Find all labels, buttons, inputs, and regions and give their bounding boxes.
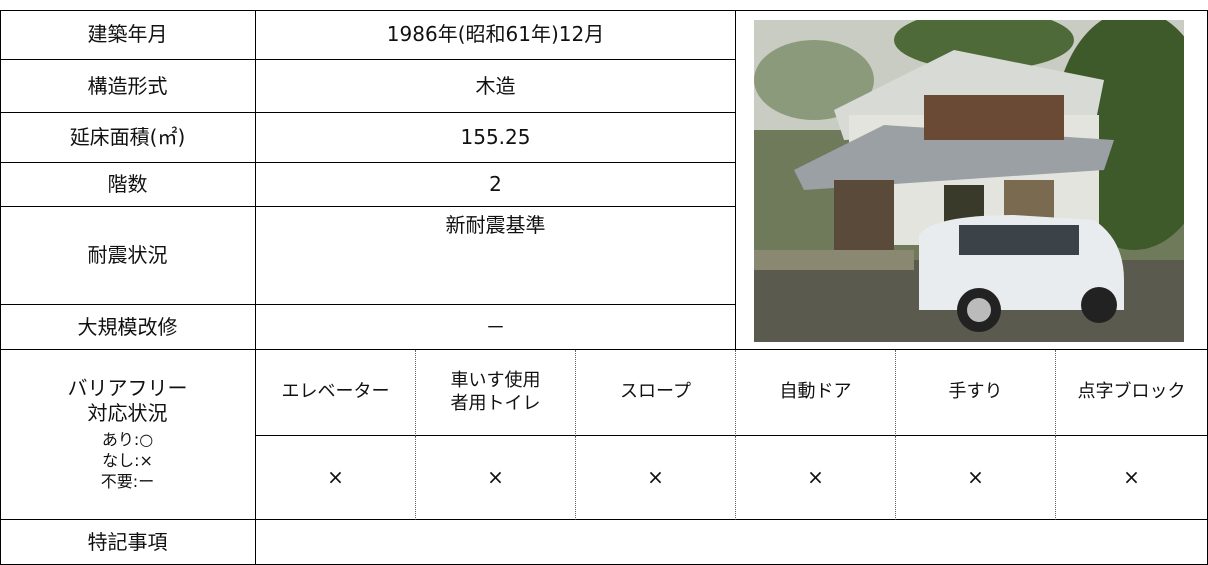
row-value: 1986年(昭和61年)12月 [256, 10, 736, 60]
row-value: － [485, 314, 506, 339]
row-value: 木造 [256, 60, 736, 113]
row-value: 2 [256, 163, 736, 207]
barrier-item-line: 者用トイレ [450, 392, 541, 414]
row-label: 耐震状況 [87, 243, 168, 267]
barrier-value: × [416, 436, 576, 520]
barrier-label-line: 対応状況 [87, 401, 168, 426]
barrier-value: × [896, 436, 1056, 520]
barrier-value: × [736, 436, 896, 520]
barrier-item: 車いす使用 者用トイレ [416, 350, 576, 436]
barrier-item-line: スロープ [620, 381, 691, 403]
barrier-value: × [1056, 436, 1208, 520]
row-label: 建築年月 [87, 22, 168, 46]
row-label: 延床面積(㎡) [69, 125, 186, 149]
row-label: 延床面積(㎡) [0, 113, 256, 163]
row-value: 1986年(昭和61年)12月 [386, 22, 605, 46]
barrier-item-line: エレベーター [281, 381, 390, 403]
barrier-label-line: バリアフリー [67, 376, 188, 401]
row-label: 階数 [107, 172, 148, 196]
barrier-item-line: 車いす使用 [450, 370, 541, 391]
building-photo [754, 20, 1184, 342]
row-label: 構造形式 [87, 73, 168, 98]
barrier-value: × [1123, 465, 1140, 489]
row-label: 大規模改修 [0, 305, 256, 350]
notes-label: 特記事項 [87, 529, 168, 554]
row-label: 耐震状況 [0, 207, 256, 305]
row-value: 木造 [475, 73, 516, 98]
legend-line: なし:× [102, 451, 153, 471]
row-value: 2 [489, 172, 502, 196]
legend-line: 不要:ー [100, 471, 155, 491]
barrier-value: × [647, 465, 664, 489]
legend-line: あり:○ [101, 430, 154, 450]
row-value: 155.25 [256, 113, 736, 163]
barrier-value: × [327, 465, 344, 489]
row-label: 建築年月 [0, 10, 256, 60]
barrier-item: 手すり [896, 350, 1056, 436]
barrier-item: エレベーター [256, 350, 416, 436]
barrier-item: 自動ドア [736, 350, 896, 436]
barrier-item-line: 手すり [948, 381, 1003, 403]
row-label: 大規模改修 [77, 314, 178, 339]
barrier-item: スロープ [576, 350, 736, 436]
row-label: 構造形式 [0, 60, 256, 113]
row-value: 新耐震基準 [445, 213, 546, 237]
row-value: 新耐震基準 [256, 207, 736, 305]
notes-label: 特記事項 [0, 520, 256, 565]
barrier-value: × [256, 436, 416, 520]
row-value: － [256, 305, 736, 350]
legend: あり:○ なし:× 不要:ー [101, 430, 154, 492]
barrier-value: × [487, 465, 504, 489]
barrier-value: × [576, 436, 736, 520]
barrier-value: × [807, 465, 824, 489]
row-label: 階数 [0, 163, 256, 207]
barrier-value: × [967, 465, 984, 489]
barrier-item: 点字ブロック [1056, 350, 1208, 436]
row-value: 155.25 [460, 125, 531, 149]
notes-value [256, 520, 1208, 565]
barrier-item-line: 自動ドア [779, 381, 852, 403]
barrier-label: バリアフリー 対応状況あり:○ なし:× 不要:ー [0, 350, 256, 520]
barrier-item-line: 点字ブロック [1077, 381, 1186, 403]
